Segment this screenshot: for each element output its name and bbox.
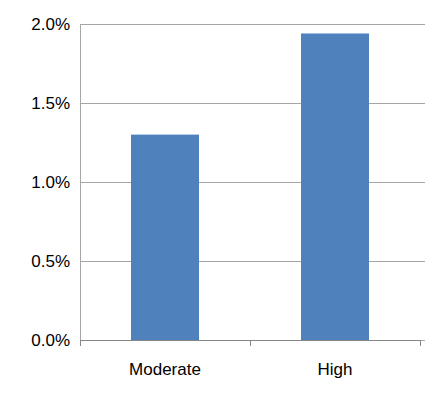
y-tick-label: 0.5% — [31, 252, 70, 271]
y-tick-label: 2.0% — [31, 15, 70, 34]
bar — [301, 33, 369, 340]
x-tick — [420, 340, 421, 346]
y-tick-label: 1.5% — [31, 94, 70, 113]
chart-container: 0.0% 0.5% 1.0% 1.5% 2.0% Moderate High — [0, 0, 439, 396]
chart-svg: 0.0% 0.5% 1.0% 1.5% 2.0% Moderate High — [0, 0, 439, 396]
x-tick — [80, 340, 81, 346]
x-tick-label: High — [318, 360, 353, 379]
x-tick-label: Moderate — [129, 360, 201, 379]
x-tick — [250, 340, 251, 346]
y-axis-line — [80, 24, 81, 340]
bar — [131, 135, 199, 340]
grid-line — [80, 103, 425, 104]
y-tick-label: 1.0% — [31, 173, 70, 192]
y-tick-label: 0.0% — [31, 331, 70, 350]
bars — [131, 33, 369, 340]
grid-line — [80, 24, 425, 25]
